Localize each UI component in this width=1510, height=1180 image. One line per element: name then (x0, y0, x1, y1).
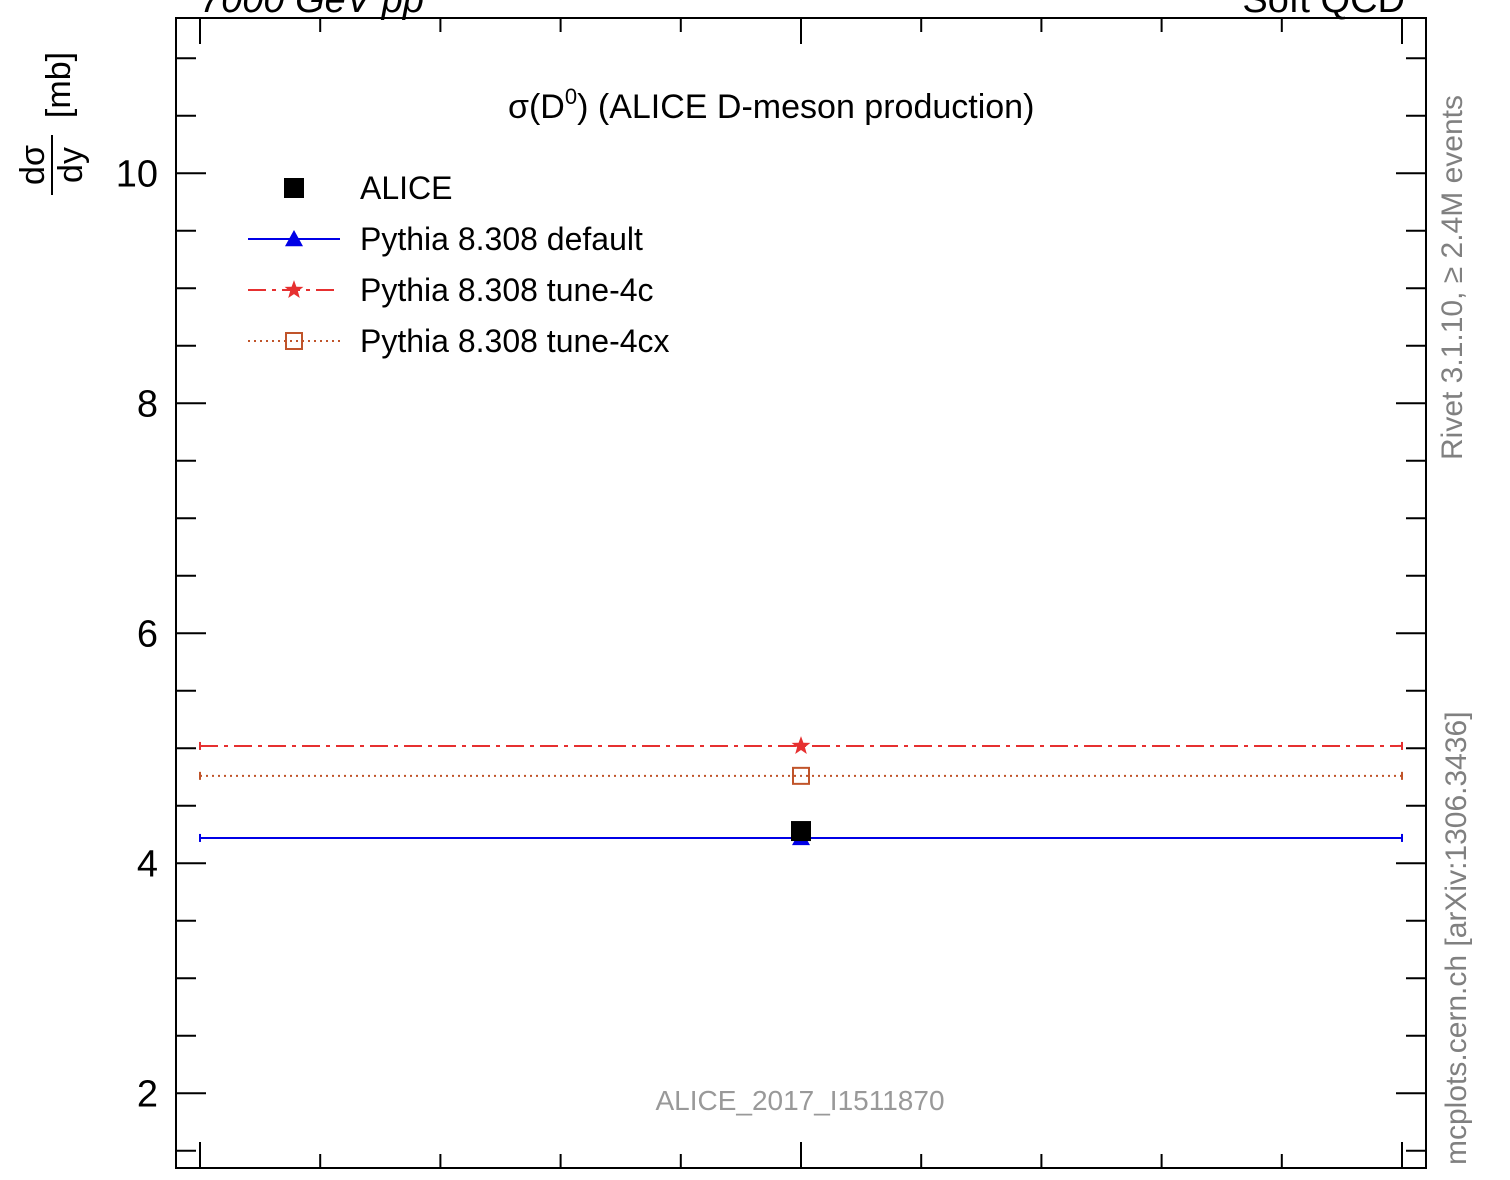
series-pythia-8-308-tune-4cx (199, 766, 1403, 785)
legend-label: Pythia 8.308 tune-4c (360, 272, 654, 308)
legend-entry: Pythia 8.308 default (248, 221, 643, 257)
rivet-version-label: Rivet 3.1.10, ≥ 2.4M events (1436, 95, 1469, 460)
series-pythia-8-308-tune-4c (199, 736, 1403, 754)
y-tick-labels: 2 4 6 8 10 (116, 153, 158, 1115)
title-superscript: 0 (565, 84, 577, 109)
y-tick-label: 6 (137, 613, 158, 655)
legend-entry: Pythia 8.308 tune-4c (248, 272, 654, 308)
title-rest: ) (ALICE D-meson production) (577, 88, 1034, 126)
marker-filled-square (791, 821, 811, 842)
marker-filled-triangle (285, 230, 303, 247)
y-tick-label: 4 (137, 843, 158, 885)
marker-filled-square (284, 178, 304, 198)
y-tick-label: 2 (137, 1073, 158, 1115)
legend-label: Pythia 8.308 default (360, 221, 643, 257)
analysis-id-label: ALICE_2017_I1511870 (655, 1085, 944, 1116)
mcplots-label: mcplots.cern.ch [arXiv:1306.3436] (1440, 711, 1473, 1165)
legend-label: Pythia 8.308 tune-4cx (360, 323, 670, 359)
legend-label: ALICE (360, 170, 452, 206)
legend-entry: ALICE (284, 170, 452, 206)
data-series (199, 736, 1403, 846)
series-alice (791, 821, 811, 842)
header-left-label: 7000 GeV pp (200, 0, 424, 21)
header-right-label: Soft QCD (1242, 0, 1405, 21)
marker-open-square (285, 332, 303, 350)
y-tick-label: 10 (116, 153, 158, 195)
y-label-numerator: dσ (14, 145, 52, 185)
title-main: σ(D (508, 88, 565, 126)
y-axis-label: dσ dy [mb] (14, 52, 90, 195)
legend: ALICE Pythia 8.308 default Pythia 8.308 tu… (248, 170, 670, 359)
legend-entry: Pythia 8.308 tune-4cx (248, 323, 670, 359)
y-label-unit: [mb] (40, 52, 78, 118)
axis-ticks (176, 18, 1426, 1168)
marker-star (791, 736, 811, 754)
chart-title: σ(D0) (ALICE D-meson production) (508, 84, 1034, 126)
y-tick-label: 8 (137, 383, 158, 425)
y-label-denominator: dy (52, 147, 90, 183)
marker-star (284, 280, 304, 298)
marker-open-square (792, 766, 810, 785)
